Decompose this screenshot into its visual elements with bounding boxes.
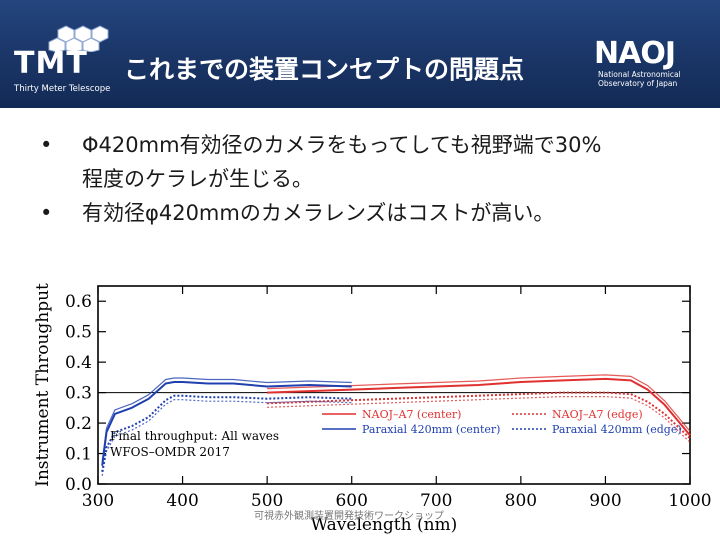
series-group: [101, 374, 691, 476]
bullet-line: 有効径φ420mmのカメラレンズはコストが高い。: [82, 201, 555, 225]
x-tick-label: 600: [335, 491, 367, 511]
series-line-variant: [101, 377, 352, 462]
page-title: これまでの装置コンセプトの問題点: [124, 55, 525, 84]
chart-annotation-line2: WFOS–OMDR 2017: [110, 445, 230, 459]
series-line-variant: [101, 399, 352, 476]
bullet-marker: •: [40, 133, 53, 157]
header-bar: TMT Thirty Meter Telescope これまでの装置コンセプトの…: [0, 0, 720, 108]
bullet-line: 程度のケラレが生じる。: [82, 167, 313, 191]
naoj-logo-subtitle: National Astronomical Observatory of Jap…: [598, 70, 681, 88]
y-tick-label: 0.2: [65, 414, 92, 434]
legend-label: NAOJ–A7 (edge): [552, 408, 643, 421]
series-line: [267, 377, 691, 436]
bullet-item: • Φ420mm有効径のカメラをもってしても視野端で30% 程度のケラレが生じる…: [40, 128, 710, 196]
naoj-subtitle-line1: National Astronomical: [598, 70, 681, 79]
plot-frame: [97, 285, 691, 485]
tmt-logo: TMT Thirty Meter Telescope: [14, 22, 124, 98]
x-tick-label: 500: [251, 491, 283, 511]
series-line-variant: [267, 374, 691, 432]
x-tick-label: 800: [505, 491, 537, 511]
x-tick-label: 300: [82, 491, 114, 511]
x-axis-label: Wavelength (nm): [311, 515, 458, 535]
naoj-subtitle-line2: Observatory of Japan: [598, 79, 678, 88]
x-tick-label: 1000: [668, 491, 711, 511]
chart-annotation-line1: Final throughput: All waves: [110, 429, 279, 443]
y-tick-label: 0.1: [65, 445, 92, 465]
tmt-logo-subtitle: Thirty Meter Telescope: [14, 84, 111, 94]
bullet-item: • 有効径φ420mmのカメラレンズはコストが高い。: [40, 196, 710, 230]
bullet-line: Φ420mm有効径のカメラをもってしても視野端で30%: [82, 133, 602, 157]
bullet-marker: •: [40, 201, 53, 225]
series-line: [101, 394, 352, 472]
series-line: [101, 381, 352, 466]
hexagon-mirror-icon: [48, 25, 109, 52]
axis-ticks: 300 400 500 600 700 800 900 1000 0.0 0.1 0.2 0.3 0.4…: [65, 286, 712, 511]
y-tick-label: 0.3: [65, 384, 92, 404]
legend-label: NAOJ–A7 (center): [362, 408, 461, 421]
footer-text: 可視赤外観測装置開発技術ワークショップ: [254, 511, 444, 522]
x-tick-label: 700: [420, 491, 452, 511]
throughput-chart: 300 400 500 600 700 800 900 1000 0.0 0.1 0.2 0.3 0.4…: [30, 272, 718, 540]
y-tick-label: 0.0: [65, 475, 92, 495]
y-tick-label: 0.4: [65, 353, 92, 373]
y-axis-label: Instrument Throughput: [33, 283, 53, 487]
y-tick-label: 0.5: [65, 323, 92, 343]
y-tick-label: 0.6: [65, 292, 92, 312]
legend-label: Paraxial 420mm (center): [362, 423, 500, 436]
chart-legend: NAOJ–A7 (center) NAOJ–A7 (edge) Paraxial 4…: [322, 408, 682, 436]
x-tick-label: 900: [589, 491, 621, 511]
chart-background: [30, 272, 718, 540]
naoj-logo: NAOJ National Astronomical Observatory o…: [594, 36, 718, 96]
naoj-logo-text: NAOJ: [594, 36, 676, 71]
x-tick-label: 400: [166, 491, 198, 511]
bullet-list: • Φ420mm有効径のカメラをもってしても視野端で30% 程度のケラレが生じる…: [40, 128, 710, 230]
tmt-logo-text: TMT: [14, 46, 88, 81]
legend-label: Paraxial 420mm (edge): [552, 423, 682, 436]
